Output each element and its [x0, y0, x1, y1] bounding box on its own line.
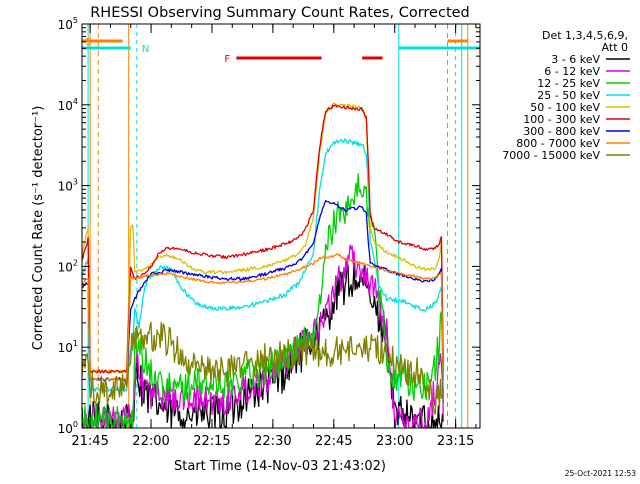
x-tick-label: 22:45 — [315, 434, 352, 449]
y-tick-label: 104 — [58, 97, 78, 113]
legend-label: 800 - 7000 keV — [516, 137, 600, 150]
series-line-6 — [81, 199, 445, 382]
x-tick-label: 22:30 — [254, 434, 291, 449]
series-line-8 — [81, 321, 445, 415]
saa-label: S — [85, 37, 91, 48]
series-line-4 — [81, 102, 445, 374]
legend-label: 3 - 6 keV — [551, 53, 600, 66]
legend-label: 300 - 800 keV — [523, 125, 600, 138]
x-tick-label: 21:45 — [71, 434, 108, 449]
series-line-2 — [81, 173, 445, 429]
series-lines — [81, 102, 445, 429]
y-tick-label: 102 — [58, 258, 78, 274]
series-line-7 — [81, 253, 445, 382]
y-axis-label: Corrected Count Rate (s⁻¹ detector⁻¹) — [31, 106, 46, 351]
x-tick-label: 22:00 — [132, 434, 169, 449]
axes: 100 101 102 103 104 105 21:45 22:00 22:15 22:30 22… — [58, 16, 481, 449]
legend-label: 25 - 50 keV — [537, 89, 600, 102]
footer-timestamp: 25-Oct-2021 12:53 — [565, 469, 636, 478]
x-tick-label: 22:15 — [193, 434, 230, 449]
legend-header: Att 0 — [602, 41, 628, 54]
flare-label: F — [224, 54, 230, 65]
y-tick-label: 101 — [58, 339, 78, 355]
saa-bar — [82, 39, 123, 43]
y-tick-label: 105 — [58, 16, 78, 32]
x-axis-label: Start Time (14-Nov-03 21:43:02) — [174, 459, 386, 474]
x-tick-label: 23:00 — [376, 434, 413, 449]
series-line-1 — [81, 244, 445, 429]
legend-header: Det 1,3,4,5,6,9, — [542, 29, 628, 42]
series-line-3 — [81, 138, 445, 393]
legend-label: 12 - 25 keV — [537, 77, 600, 90]
y-tick-label: 100 — [58, 420, 78, 436]
flare-bar — [236, 56, 322, 60]
night-label: N — [142, 44, 149, 55]
flare-bar — [362, 56, 383, 60]
legend-label: 6 - 12 keV — [544, 65, 600, 78]
legend-label: 100 - 300 keV — [523, 113, 600, 126]
plot-frame — [81, 23, 481, 429]
legend-label: 50 - 100 keV — [530, 101, 600, 114]
chart-title: RHESSI Observing Summary Count Rates, Co… — [90, 5, 470, 21]
status-bars: S N F — [82, 37, 480, 65]
night-bar — [82, 46, 131, 50]
series-line-5 — [81, 104, 445, 374]
x-tick-label: 23:15 — [437, 434, 474, 449]
night-bar — [398, 46, 480, 50]
legend-label: 7000 - 15000 keV — [502, 149, 600, 162]
saa-bar — [447, 39, 468, 43]
y-tick-label: 103 — [58, 178, 78, 194]
